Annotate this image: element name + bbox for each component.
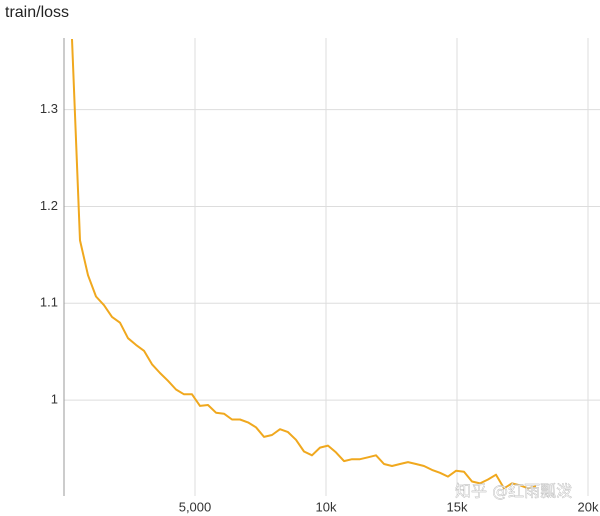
y-tick-label: 1.1	[40, 295, 58, 310]
x-tick-label: 15k	[447, 499, 468, 514]
x-tick-label: 10k	[316, 499, 337, 514]
y-tick-label: 1	[51, 392, 58, 407]
watermark: 知乎 @红雨瓢泼	[455, 482, 572, 501]
chart-title: train/loss	[5, 4, 69, 21]
x-tick-label: 20k	[578, 499, 599, 514]
y-tick-label: 1.2	[40, 198, 58, 213]
y-tick-label: 1.3	[40, 101, 58, 116]
line	[71, 38, 537, 490]
x-tick-label: 5,000	[179, 499, 212, 514]
